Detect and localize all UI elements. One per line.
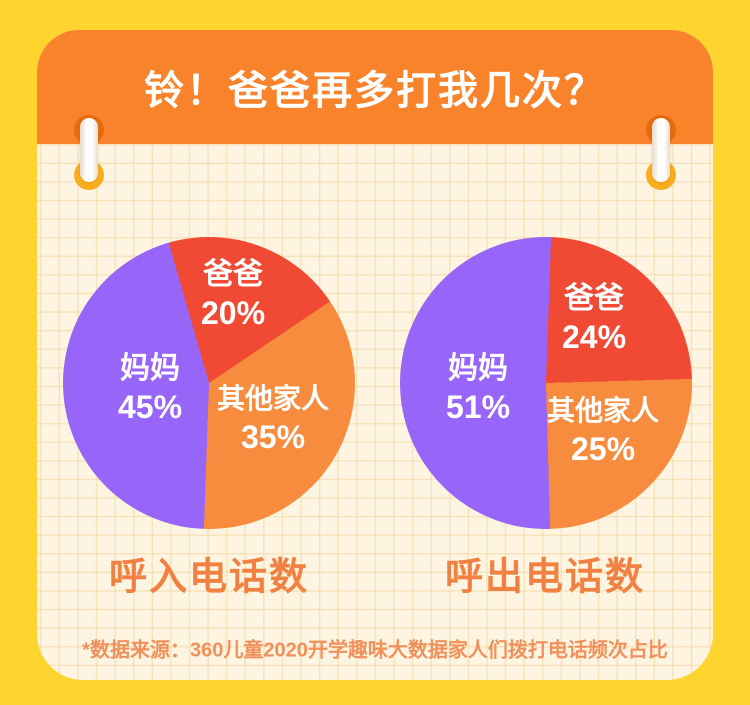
pie-incoming-calls: 爸爸 20% 妈妈 45% 其他家人 35% <box>63 237 355 529</box>
calendar-card: 铃！爸爸再多打我几次？ 爸爸 20% 妈妈 45% 其他家人 35% 爸爸 24… <box>37 30 713 680</box>
data-source-footnote: *数据来源：360儿童2020开学趣味大数据家人们拨打电话频次占比 <box>82 639 668 662</box>
slice-label-mom: 妈妈 51% <box>445 352 511 425</box>
slice-label-dad: 爸爸 20% <box>200 258 266 331</box>
slice-label-other-family: 其他家人 25% <box>546 395 660 467</box>
slice-label-other-family: 其他家人 35% <box>216 383 330 455</box>
pie-title-incoming: 呼入电话数 <box>108 556 310 599</box>
binder-pill-icon <box>652 118 670 182</box>
slice-label-dad: 爸爸 24% <box>561 282 627 355</box>
card-header: 铃！爸爸再多打我几次？ <box>37 30 713 144</box>
pie-outgoing-calls: 爸爸 24% 妈妈 51% 其他家人 25% <box>400 237 692 529</box>
page-title: 铃！爸爸再多打我几次？ <box>144 69 606 113</box>
pie-title-outgoing: 呼出电话数 <box>444 556 646 599</box>
slice-label-mom: 妈妈 45% <box>117 352 183 425</box>
binder-pill-icon <box>80 118 98 182</box>
